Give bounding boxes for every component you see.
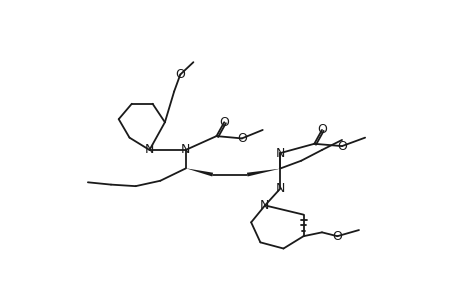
Polygon shape: [246, 169, 280, 176]
Text: N: N: [181, 143, 190, 157]
Text: O: O: [236, 132, 246, 145]
Text: N: N: [145, 143, 154, 157]
Text: O: O: [175, 68, 185, 81]
Text: O: O: [219, 116, 229, 129]
Text: O: O: [336, 140, 346, 153]
Polygon shape: [185, 168, 213, 176]
Text: O: O: [332, 230, 341, 243]
Text: N: N: [275, 146, 285, 160]
Text: O: O: [316, 123, 326, 136]
Text: N: N: [259, 199, 269, 212]
Text: N: N: [275, 182, 285, 195]
